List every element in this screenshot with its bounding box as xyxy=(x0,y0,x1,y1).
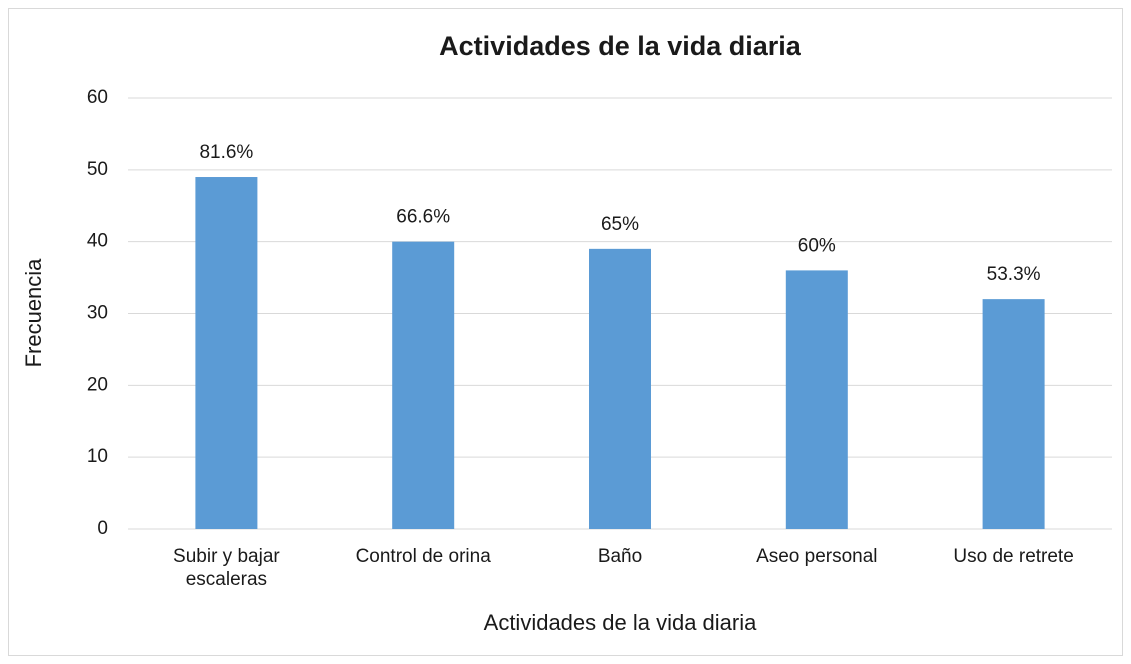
data-label: 81.6% xyxy=(199,142,253,163)
chart-border xyxy=(8,8,1123,656)
data-label: 60% xyxy=(798,235,836,256)
bar xyxy=(785,270,848,529)
bar xyxy=(392,241,455,529)
bar xyxy=(195,177,258,529)
data-label: 65% xyxy=(601,214,639,235)
bar xyxy=(982,299,1045,529)
y-tick-label: 60 xyxy=(87,87,108,108)
data-label: 53.3% xyxy=(987,264,1041,285)
data-label: 66.6% xyxy=(396,207,450,228)
y-tick-label: 20 xyxy=(87,374,108,395)
y-tick-label: 10 xyxy=(87,446,108,467)
bar xyxy=(589,248,651,529)
x-tick-label: Baño xyxy=(597,546,643,567)
chart-title: Actividades de la vida diaria xyxy=(439,31,802,61)
x-tick-label: Aseo personal xyxy=(756,546,878,567)
x-tick-label: Uso de retrete xyxy=(953,546,1074,567)
y-tick-label: 40 xyxy=(87,231,108,252)
y-tick-label: 30 xyxy=(87,303,108,324)
y-tick-label: 50 xyxy=(87,159,108,180)
x-tick-label: Control de orina xyxy=(355,546,491,567)
y-tick-label: 0 xyxy=(97,518,108,539)
x-axis-title: Actividades de la vida diaria xyxy=(484,610,757,635)
x-tick-label: Subir y bajar escaleras xyxy=(173,546,280,590)
y-axis-title: Frecuencia xyxy=(21,258,46,368)
